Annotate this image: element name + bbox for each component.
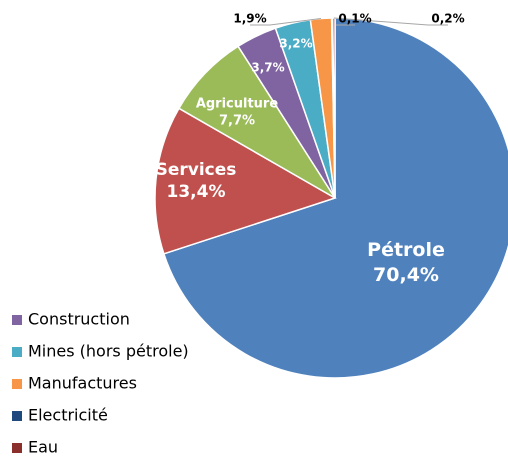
slice-name: Services — [156, 160, 237, 180]
legend-label: Mines (hors pétrole) — [28, 342, 189, 361]
legend-label: Construction — [28, 310, 130, 329]
slice-value-label: 13,4% — [167, 182, 226, 202]
slice-value-label: 3,7% — [251, 61, 284, 75]
slice-value-label: 0,2% — [431, 12, 464, 26]
legend-swatch — [12, 411, 22, 421]
slice-value-label: 1,9% — [233, 12, 266, 26]
legend-swatch — [12, 443, 22, 453]
legend-label: Electricité — [28, 406, 108, 425]
legend-swatch — [12, 347, 22, 357]
pie-slice — [154, 107, 337, 255]
slice-value-label: 0,1% — [338, 12, 371, 26]
slice-value-label: 3,2% — [279, 37, 312, 51]
slice-name: Pétrole — [367, 239, 445, 261]
legend-swatch — [12, 379, 22, 389]
slice-value-label: 7,7% — [219, 114, 255, 129]
slice-name: Agriculture — [196, 97, 279, 112]
legend-label: Manufactures — [28, 374, 137, 393]
legend-label: Eau — [28, 438, 58, 457]
leader-line — [333, 17, 448, 26]
leader-line — [250, 18, 322, 26]
legend-swatch — [12, 315, 22, 325]
slice-value-label: 70,4% — [373, 264, 439, 286]
